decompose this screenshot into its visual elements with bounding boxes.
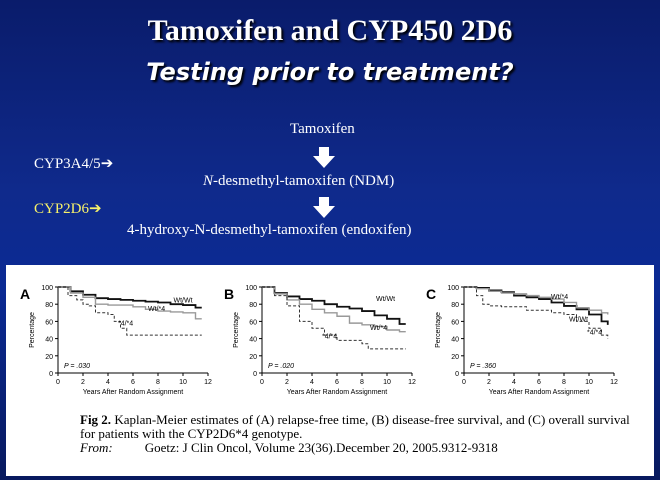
x-tick-label: 8: [156, 379, 160, 386]
series-label: Wt/*4: [370, 325, 387, 332]
y-tick-label: 40: [45, 337, 53, 344]
x-tick-label: 8: [360, 379, 364, 386]
x-tick-label: 10: [585, 379, 593, 386]
survival-curve-44: [464, 286, 609, 339]
y-tick-label: 80: [249, 302, 257, 309]
y-tick-label: 60: [45, 319, 53, 326]
metabolite-ndm-label: N-desmethyl-tamoxifen (NDM): [203, 173, 395, 189]
x-tick-label: 2: [487, 379, 491, 386]
slide-subtitle: Testing prior to treatment?: [146, 58, 514, 86]
enzyme-cyp2d6-label: CYP2D6➔: [34, 201, 102, 217]
right-arrow-icon: ➔: [89, 201, 102, 217]
survival-curve-wt4: [464, 286, 609, 315]
x-tick-label: 8: [562, 379, 566, 386]
x-tick-label: 0: [56, 379, 60, 386]
x-tick-label: 4: [106, 379, 110, 386]
y-tick-label: 80: [45, 302, 53, 309]
y-tick-label: 20: [249, 354, 257, 361]
y-tick-label: 20: [451, 354, 459, 361]
x-tick-label: 12: [204, 379, 212, 386]
km-panel-A: A 0 20 40 60 80 100 0 2 4 6 8 10 12 Percentage Years Af…: [20, 285, 212, 396]
series-label: *4/*4: [118, 321, 133, 328]
x-axis-label: Years After Random Assignment: [287, 389, 388, 396]
y-tick-label: 60: [451, 319, 459, 326]
x-tick-label: 12: [610, 379, 618, 386]
x-axis-label: Years After Random Assignment: [83, 389, 184, 396]
drug-label: Tamoxifen: [290, 121, 355, 137]
x-tick-label: 6: [335, 379, 339, 386]
metabolite-endoxifen-label: 4-hydroxy-N-desmethyl-tamoxifen (endoxif…: [127, 222, 412, 238]
x-tick-label: 12: [408, 379, 416, 386]
x-tick-label: 4: [310, 379, 314, 386]
survival-curve-44: [58, 286, 202, 336]
y-axis-label: Percentage: [29, 312, 36, 348]
survival-curve-wtwt: [262, 286, 406, 325]
series-label: *4/*4: [322, 334, 337, 341]
series-label: Wt/Wt: [569, 316, 588, 323]
y-tick-label: 80: [451, 302, 459, 309]
km-panel-C: C 0 20 40 60 80 100 0 2 4 6 8 10 12 Percentage Years Af…: [426, 285, 618, 396]
panel-letter: A: [20, 286, 30, 302]
p-value: P = .020: [268, 363, 294, 370]
survival-curve-44: [262, 286, 406, 350]
y-tick-label: 100: [245, 285, 257, 292]
y-tick-label: 60: [249, 319, 257, 326]
y-tick-label: 20: [45, 354, 53, 361]
p-value: P = .030: [64, 363, 90, 370]
x-tick-label: 6: [537, 379, 541, 386]
y-tick-label: 0: [455, 371, 459, 378]
y-axis-label: Percentage: [435, 312, 442, 348]
x-tick-label: 0: [260, 379, 264, 386]
x-tick-label: 10: [383, 379, 391, 386]
series-label: *4/*4: [587, 329, 602, 336]
series-label: Wt/Wt: [174, 297, 193, 304]
km-panel-B: B 0 20 40 60 80 100 0 2 4 6 8 10 12 Percentage Years Af…: [224, 285, 416, 396]
series-label: Wt/*4: [551, 294, 568, 301]
y-tick-label: 40: [451, 337, 459, 344]
down-arrow-icon: [313, 197, 335, 218]
down-arrow-icon: [313, 147, 335, 168]
series-label: Wt/Wt: [376, 296, 395, 303]
p-value: P = .360: [470, 363, 496, 370]
y-axis-label: Percentage: [233, 312, 240, 348]
x-tick-label: 2: [285, 379, 289, 386]
panel-letter: B: [224, 286, 234, 302]
x-tick-label: 2: [81, 379, 85, 386]
kaplan-meier-figure: A 0 20 40 60 80 100 0 2 4 6 8 10 12 Percentage Years Af…: [6, 265, 654, 476]
y-tick-label: 0: [253, 371, 257, 378]
x-tick-label: 0: [462, 379, 466, 386]
y-tick-label: 0: [49, 371, 53, 378]
figure-caption: Fig 2. Kaplan-Meier estimates of (A) rel…: [80, 412, 630, 455]
x-axis-label: Years After Random Assignment: [489, 389, 590, 396]
y-tick-label: 40: [249, 337, 257, 344]
slide-title: Tamoxifen and CYP450 2D6: [147, 14, 513, 47]
y-tick-label: 100: [41, 285, 53, 292]
x-tick-label: 10: [179, 379, 187, 386]
enzyme-cyp3a4-label: CYP3A4/5➔: [34, 156, 114, 172]
survival-curve-wt4: [58, 286, 202, 320]
y-tick-label: 100: [447, 285, 459, 292]
x-tick-label: 4: [512, 379, 516, 386]
panel-letter: C: [426, 286, 436, 302]
series-label: Wt/*4: [148, 306, 165, 313]
x-tick-label: 6: [131, 379, 135, 386]
right-arrow-icon: ➔: [100, 156, 114, 172]
